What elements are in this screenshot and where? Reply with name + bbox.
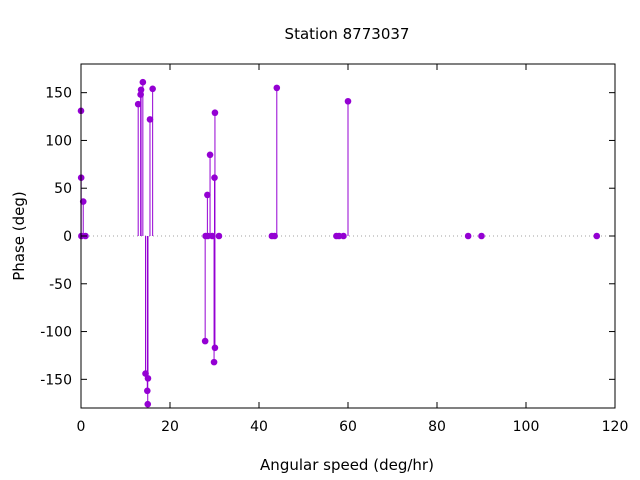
data-point bbox=[144, 387, 151, 395]
x-tick-label: 0 bbox=[77, 419, 86, 435]
data-point bbox=[144, 375, 152, 382]
data-point bbox=[273, 84, 281, 92]
data-point bbox=[211, 344, 219, 352]
x-axis-title: Angular speed (deg/hr) bbox=[260, 456, 434, 474]
x-tick-label: 100 bbox=[513, 419, 540, 435]
data-point bbox=[137, 86, 145, 94]
data-point bbox=[208, 232, 216, 240]
data-point bbox=[201, 337, 209, 345]
data-point bbox=[593, 232, 601, 240]
x-tick-label: 80 bbox=[428, 419, 446, 435]
y-tick-label: 50 bbox=[54, 181, 72, 197]
x-tick-label: 40 bbox=[250, 419, 268, 435]
data-point bbox=[464, 232, 472, 240]
y-tick-label: -50 bbox=[49, 277, 72, 293]
y-tick-label: 0 bbox=[63, 229, 72, 245]
x-tick-label: 60 bbox=[339, 419, 357, 435]
data-point bbox=[210, 358, 218, 366]
data-point bbox=[344, 97, 352, 105]
y-axis-title: Phase (deg) bbox=[10, 191, 28, 281]
x-tick-label: 120 bbox=[602, 419, 629, 435]
chart-title: Station 8773037 bbox=[285, 25, 410, 43]
data-point bbox=[79, 198, 87, 205]
y-tick-label: 150 bbox=[45, 86, 72, 102]
x-tick-label: 20 bbox=[161, 419, 179, 435]
data-point bbox=[134, 100, 142, 108]
data-point bbox=[215, 232, 223, 240]
data-point bbox=[211, 174, 218, 182]
data-point bbox=[139, 78, 147, 86]
data-point bbox=[144, 400, 152, 408]
data-point bbox=[137, 91, 144, 98]
data-point bbox=[146, 116, 154, 123]
data-point bbox=[204, 191, 211, 199]
data-point bbox=[478, 232, 485, 240]
data-point bbox=[149, 85, 156, 93]
data-point bbox=[206, 151, 214, 159]
data-point bbox=[211, 109, 219, 117]
y-tick-label: -100 bbox=[40, 325, 72, 341]
y-tick-label: -150 bbox=[40, 372, 72, 388]
data-point bbox=[340, 232, 347, 240]
data-point bbox=[271, 232, 278, 240]
y-tick-label: 100 bbox=[45, 133, 72, 149]
